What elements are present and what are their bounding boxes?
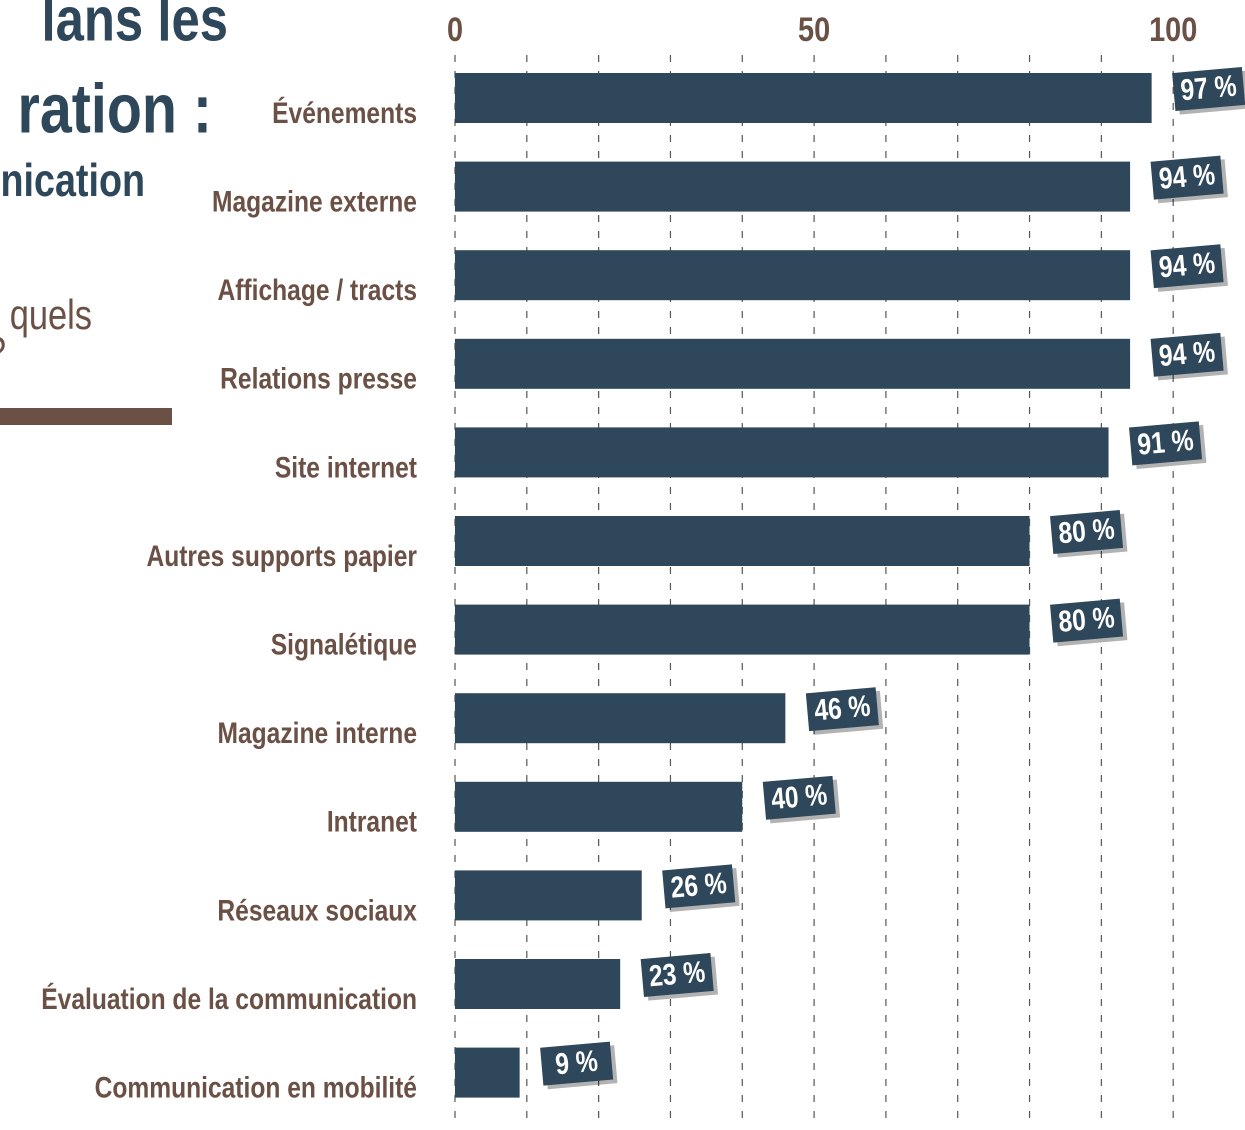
- bar: [455, 73, 1152, 123]
- value-label-bg: [1150, 155, 1224, 200]
- value-label-bg: [640, 953, 714, 997]
- y-tick-label: Signalétique: [271, 627, 417, 661]
- value-label-bg: [662, 864, 736, 909]
- y-tick-label: Autres supports papier: [146, 539, 417, 573]
- value-label-bg: [540, 1041, 614, 1086]
- value-label: 80 %: [1057, 511, 1116, 550]
- value-label-box: 9 %: [540, 1041, 618, 1090]
- value-label: 23 %: [648, 954, 707, 993]
- value-label: 97 %: [1179, 68, 1238, 107]
- title-fragment: nication: [0, 155, 145, 206]
- value-label: 94 %: [1158, 157, 1217, 196]
- bar: [455, 338, 1131, 389]
- bar: [455, 250, 1131, 301]
- title-fragment: quels: [10, 292, 92, 339]
- y-tick-label: Événements: [272, 96, 417, 130]
- value-label: 46 %: [813, 688, 872, 727]
- value-label-bg: [1050, 598, 1124, 643]
- value-label-box: 80 %: [1050, 510, 1128, 558]
- value-label: 94 %: [1158, 334, 1217, 373]
- value-label-bg: [1129, 421, 1203, 466]
- value-label: 26 %: [669, 866, 728, 905]
- bar: [455, 693, 786, 744]
- title-fragment: ration :: [18, 69, 212, 148]
- y-tick-label: Affichage / tracts: [217, 273, 417, 307]
- value-label-box: 40 %: [762, 775, 841, 824]
- y-tick-label: Site internet: [275, 450, 417, 484]
- x-tick-label: 100: [1149, 10, 1197, 49]
- y-tick-label: Communication en mobilité: [95, 1070, 417, 1104]
- value-label-box: 26 %: [662, 864, 740, 913]
- bar: [455, 161, 1131, 212]
- y-tick-label: Relations presse: [220, 361, 417, 395]
- bar: [455, 781, 743, 832]
- x-tick-label: 50: [798, 10, 830, 49]
- bar: [455, 959, 621, 1009]
- x-tick-label: 0: [447, 10, 463, 49]
- value-label-bg: [1050, 510, 1124, 554]
- bar: [455, 1047, 520, 1098]
- value-label-bg: [1172, 67, 1245, 111]
- bar: [455, 870, 642, 921]
- value-label-bg: [1150, 244, 1224, 289]
- value-label-box: 46 %: [805, 687, 884, 735]
- value-label: 9 %: [554, 1043, 599, 1080]
- value-label-box: 94 %: [1150, 332, 1228, 381]
- y-tick-label: Réseaux sociaux: [217, 893, 417, 927]
- title-fragment: ?: [0, 329, 6, 376]
- value-label: 91 %: [1136, 423, 1195, 462]
- title-underline: [0, 408, 172, 425]
- y-tick-label: Magazine interne: [218, 716, 417, 750]
- bar: [455, 427, 1109, 478]
- title-fragment: lans les: [41, 0, 228, 55]
- y-tick-label: Évaluation de la communication: [41, 982, 417, 1016]
- value-label: 40 %: [770, 777, 829, 816]
- value-label-box: 97 %: [1172, 67, 1245, 115]
- y-tick-label: Intranet: [327, 804, 417, 838]
- value-label: 80 %: [1057, 600, 1116, 639]
- value-label: 94 %: [1158, 245, 1217, 284]
- value-label-bg: [1150, 332, 1224, 377]
- value-label-box: 80 %: [1050, 598, 1128, 647]
- value-label-bg: [805, 687, 879, 732]
- bar: [455, 604, 1030, 655]
- value-label-box: 23 %: [640, 953, 719, 1001]
- value-label-bg: [762, 775, 836, 820]
- value-label-box: 94 %: [1150, 244, 1228, 292]
- value-label-box: 94 %: [1150, 155, 1228, 204]
- bar: [455, 516, 1030, 566]
- value-label-box: 91 %: [1129, 421, 1207, 470]
- y-tick-label: Magazine externe: [212, 184, 417, 218]
